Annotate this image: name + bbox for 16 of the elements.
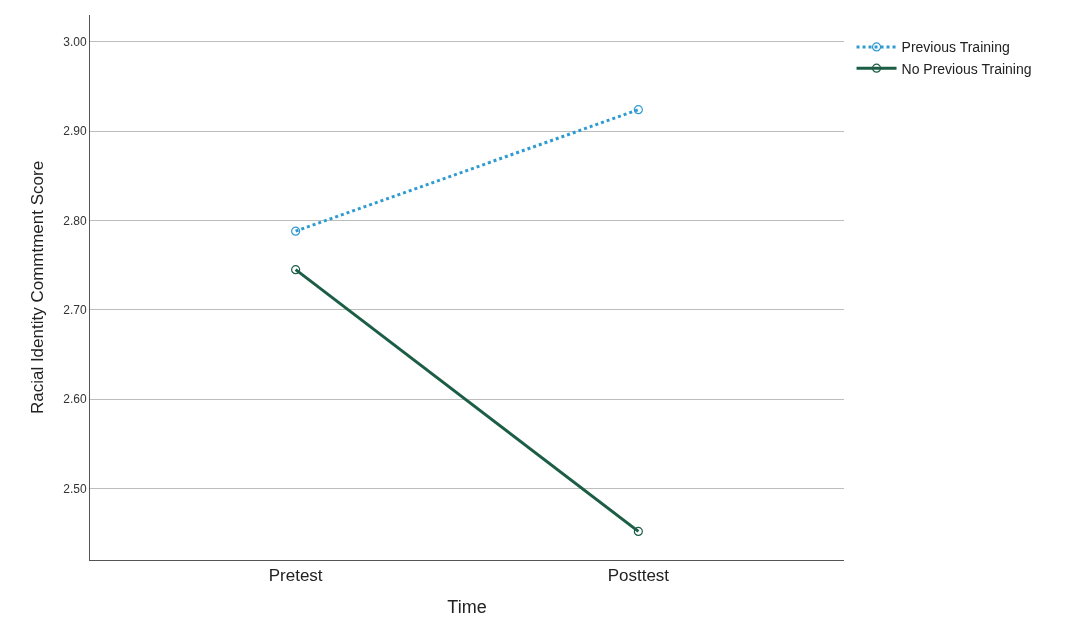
point (633, 526, 643, 537)
y-tick-label: 2.60 (63, 392, 87, 407)
y-tick-label: 2.70 (63, 303, 87, 318)
x-axis-title: Time (447, 596, 487, 617)
y-tick-label: 2.80 (63, 213, 87, 228)
x-tick-label: Posttest (607, 566, 670, 586)
y-tick-label: 2.90 (63, 124, 87, 139)
y-tick-label: 3.00 (63, 35, 87, 49)
point (633, 105, 643, 115)
point (291, 265, 301, 275)
y-tick-label: 2.50 (63, 481, 87, 496)
y-axis-title: Racial Identity Commtment Score (27, 160, 47, 415)
legend-label: Previous Training (901, 39, 1010, 56)
point (291, 226, 301, 236)
x-tick-label: Pretest (268, 566, 323, 586)
legend-label: No Previous Training (901, 60, 1032, 77)
